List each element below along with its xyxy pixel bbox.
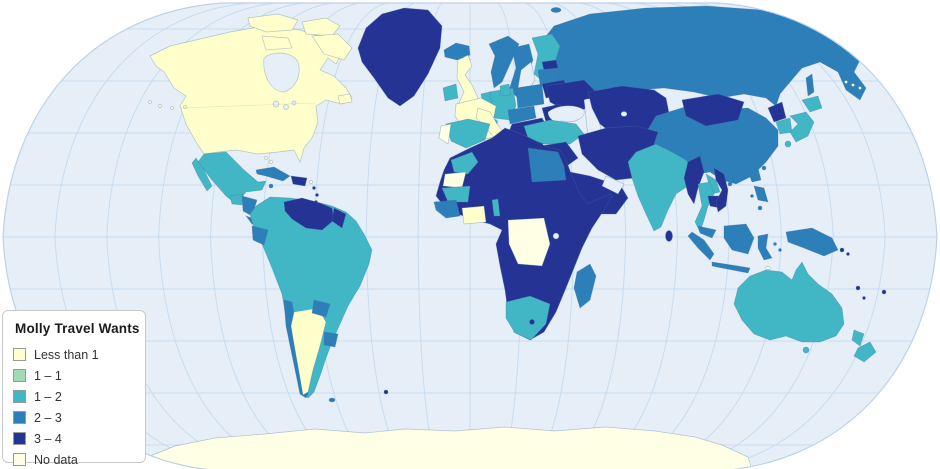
region-aleutian-islands[interactable] xyxy=(148,100,187,110)
region-norway[interactable] xyxy=(488,35,520,89)
region-antarctica[interactable] xyxy=(137,426,753,469)
region-mongolia[interactable] xyxy=(681,93,745,127)
region-hawaii[interactable] xyxy=(844,80,862,90)
lake-victoria xyxy=(552,232,560,240)
region-south-georgia[interactable] xyxy=(383,389,389,395)
region-guyana[interactable] xyxy=(331,207,347,229)
region-thailand[interactable] xyxy=(694,181,715,233)
region-svalbard[interactable] xyxy=(550,7,562,13)
legend-item-no-data: No data xyxy=(13,449,145,469)
region-pacific-islands[interactable] xyxy=(839,247,887,300)
legend-label: 1 – 2 xyxy=(34,389,62,404)
region-denmark[interactable] xyxy=(499,83,512,97)
region-poland[interactable] xyxy=(515,83,545,109)
region-ireland[interactable] xyxy=(442,83,459,102)
legend-swatch-1-1 xyxy=(13,369,26,382)
region-south-africa[interactable] xyxy=(505,295,551,341)
region-myanmar[interactable] xyxy=(683,155,705,205)
region-puerto-rico[interactable] xyxy=(309,180,313,184)
region-senegal-guinea[interactable] xyxy=(433,199,461,219)
region-guatemala[interactable] xyxy=(229,193,244,206)
region-japan[interactable] xyxy=(784,95,823,148)
region-south-america[interactable] xyxy=(249,196,373,399)
legend-item-1-1: 1 – 1 xyxy=(13,365,145,386)
region-czech-austria[interactable] xyxy=(507,105,537,125)
region-argentina[interactable] xyxy=(290,307,327,396)
legend-item-less-than-1: Less than 1 xyxy=(13,344,145,365)
legend-swatch-2-3 xyxy=(13,411,26,424)
region-morocco[interactable] xyxy=(450,151,479,175)
region-vietnam[interactable] xyxy=(713,167,729,213)
legend-swatch-1-2 xyxy=(13,390,26,403)
great-lakes xyxy=(272,100,297,110)
region-egypt[interactable] xyxy=(527,147,567,183)
legend-swatch-3-4 xyxy=(13,432,26,445)
region-australia[interactable] xyxy=(733,261,845,343)
legend-item-1-2: 1 – 2 xyxy=(13,386,145,407)
region-sakhalin[interactable] xyxy=(805,73,815,97)
region-newfoundland[interactable] xyxy=(337,93,353,105)
region-madagascar[interactable] xyxy=(573,263,597,309)
legend-title: Molly Travel Wants xyxy=(15,321,140,336)
region-uruguay[interactable] xyxy=(323,331,339,348)
region-tasmania[interactable] xyxy=(802,346,810,354)
legend-label: 1 – 1 xyxy=(34,368,62,383)
persian-gulf xyxy=(601,175,625,195)
region-philippines[interactable] xyxy=(747,167,769,211)
legend-item-3-4: 3 – 4 xyxy=(13,428,145,449)
land-layer xyxy=(137,5,903,469)
region-hainan[interactable] xyxy=(727,181,733,187)
legend-label: Less than 1 xyxy=(34,347,99,362)
region-falklands[interactable] xyxy=(328,397,336,403)
black-sea xyxy=(547,105,585,123)
region-paraguay[interactable] xyxy=(311,299,331,318)
region-dr-congo[interactable] xyxy=(507,217,551,267)
region-western-sahara[interactable] xyxy=(442,171,467,189)
region-venezuela[interactable] xyxy=(283,197,335,231)
region-mauritania[interactable] xyxy=(441,185,471,203)
hudson-bay xyxy=(263,52,300,93)
region-ecuador[interactable] xyxy=(251,225,269,246)
legend-label: 3 – 4 xyxy=(34,431,62,446)
legend-swatch-no-data xyxy=(13,453,26,466)
region-greenland[interactable] xyxy=(357,7,443,107)
us-canada-border xyxy=(179,102,317,109)
region-spain[interactable] xyxy=(445,118,491,149)
region-canada-arctic-islands[interactable] xyxy=(247,13,353,61)
region-new-zealand[interactable] xyxy=(851,329,877,363)
region-bahamas[interactable] xyxy=(264,156,273,164)
aral-sea xyxy=(620,111,628,117)
region-hispaniola[interactable] xyxy=(290,175,308,187)
region-jamaica[interactable] xyxy=(268,183,274,189)
region-baja-california[interactable] xyxy=(191,157,213,192)
legend-label: 2 – 3 xyxy=(34,410,62,425)
region-russia[interactable] xyxy=(539,5,903,107)
region-uk[interactable] xyxy=(456,54,479,109)
legend-swatch-less-than-1 xyxy=(13,348,26,361)
region-cuba[interactable] xyxy=(255,166,291,182)
region-timor[interactable] xyxy=(764,266,772,270)
region-north-korea[interactable] xyxy=(767,101,787,123)
region-malaysia[interactable] xyxy=(697,225,717,239)
region-new-guinea[interactable] xyxy=(785,227,839,257)
region-lesotho[interactable] xyxy=(529,319,535,325)
region-ivory-coast[interactable] xyxy=(461,205,487,225)
region-indonesia[interactable] xyxy=(687,223,782,274)
legend-panel: Molly Travel Wants Less than 1 1 – 1 1 –… xyxy=(2,310,146,467)
region-iceland[interactable] xyxy=(443,42,471,61)
region-mexico[interactable] xyxy=(197,151,267,205)
legend-item-2-3: 2 – 3 xyxy=(13,407,145,428)
region-portugal[interactable] xyxy=(438,123,452,145)
region-sri-lanka[interactable] xyxy=(665,230,673,242)
region-taiwan[interactable] xyxy=(761,165,767,171)
region-benin-togo[interactable] xyxy=(491,198,501,217)
legend-label: No data xyxy=(34,452,78,467)
region-india[interactable] xyxy=(627,143,695,232)
